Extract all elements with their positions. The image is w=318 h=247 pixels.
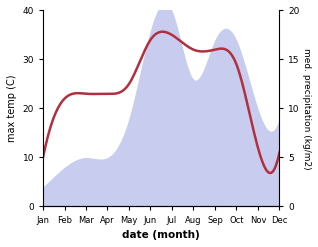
Y-axis label: max temp (C): max temp (C)	[7, 75, 17, 142]
Y-axis label: med. precipitation (kg/m2): med. precipitation (kg/m2)	[302, 48, 311, 169]
X-axis label: date (month): date (month)	[122, 230, 200, 240]
